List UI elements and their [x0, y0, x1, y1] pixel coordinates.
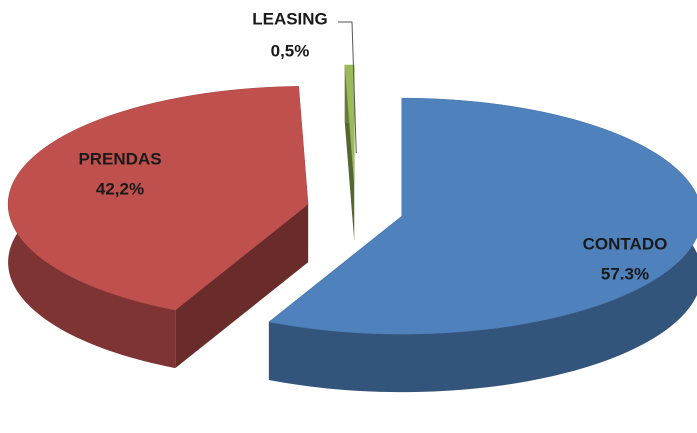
slice-label: LEASING: [252, 9, 328, 28]
slice-value-label: 0,5%: [271, 41, 310, 60]
slice: [7, 86, 309, 311]
slice-label: PRENDAS: [78, 149, 161, 168]
slice: [268, 97, 697, 335]
slice-label: CONTADO: [583, 234, 668, 253]
tops: [7, 64, 697, 335]
leader-line: [338, 21, 357, 154]
slice-side: [175, 204, 309, 369]
slice-value-label: 57.3%: [601, 264, 649, 283]
slice-value-label: 42,2%: [96, 179, 144, 198]
